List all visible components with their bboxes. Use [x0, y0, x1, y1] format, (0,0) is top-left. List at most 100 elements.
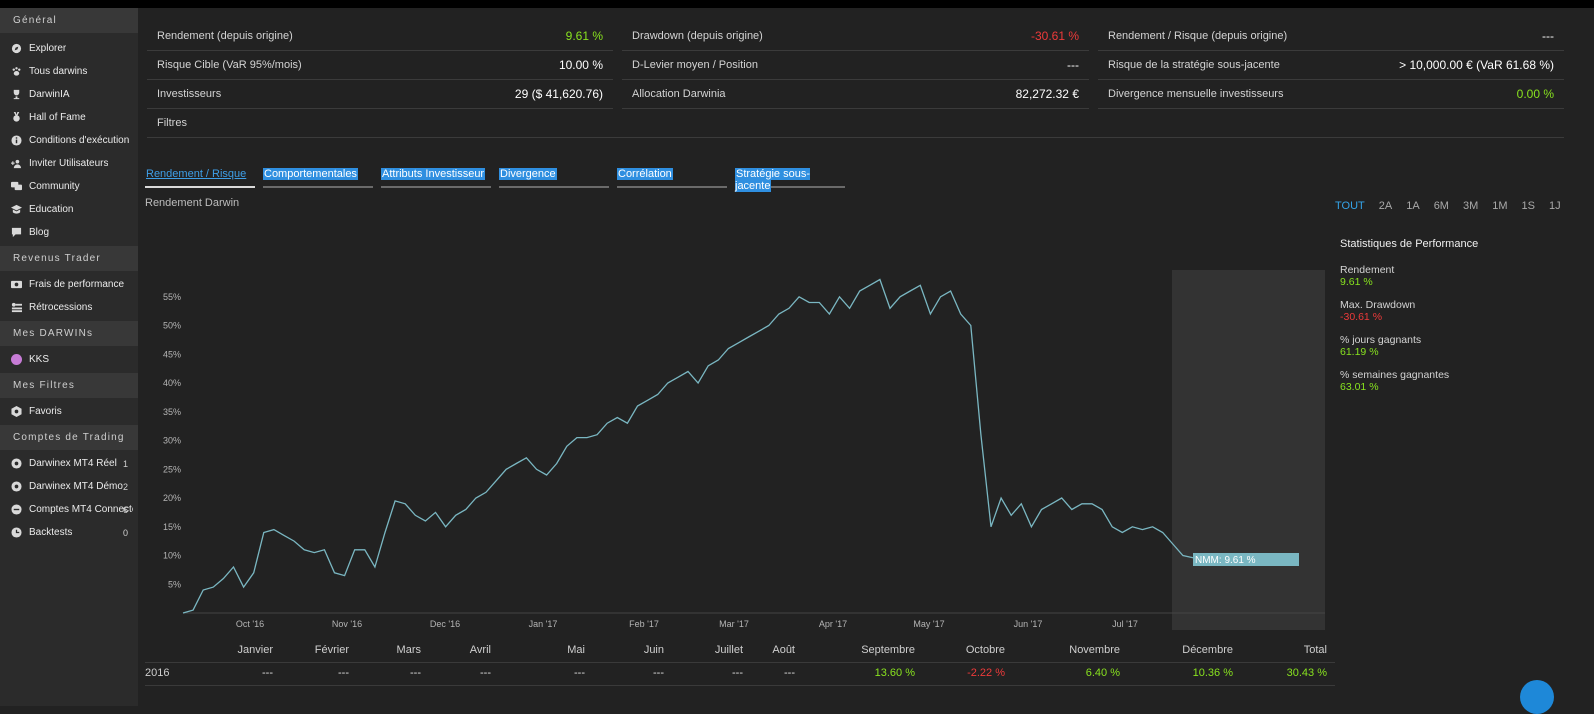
- return-line: [182, 278, 1194, 614]
- sidebar-item-blog[interactable]: Blog: [0, 221, 138, 244]
- filters-row[interactable]: Filtres: [147, 109, 1564, 138]
- sidebar-item-r-trocessions[interactable]: Rétrocessions: [0, 296, 138, 319]
- sidebar-item-label: Frais de performance: [29, 279, 125, 290]
- y-tick-label: 45%: [163, 349, 181, 359]
- range-1s[interactable]: 1S: [1521, 200, 1535, 212]
- range-6m[interactable]: 6M: [1433, 200, 1449, 212]
- sidebar-item-label: Favoris: [29, 406, 62, 417]
- sidebar-section-header: Mes DARWINs: [0, 321, 138, 346]
- main-content: Rendement (depuis origine) 9.61 % Drawdo…: [145, 8, 1594, 706]
- sidebar-item-darwinex-mt4-d-mo[interactable]: Darwinex MT4 Démo 2: [0, 475, 138, 498]
- forecast-shade: [1172, 270, 1325, 630]
- trophy-icon: [10, 89, 22, 101]
- chat-icon: [10, 181, 22, 193]
- sidebar-item-darwinia[interactable]: DarwinIA: [0, 83, 138, 106]
- kpi-value: > 10,000.00 € (VaR 61.68 %): [1399, 58, 1554, 72]
- kpi-value: ---: [1542, 29, 1554, 43]
- kpi-allocation: Allocation Darwinia 82,272.32 €: [622, 80, 1089, 109]
- sidebar-item-tous-darwins[interactable]: Tous darwins: [0, 60, 138, 83]
- kpi-label: D-Levier moyen / Position: [632, 59, 758, 71]
- stat-value: -30.61 %: [1340, 311, 1383, 323]
- tab-comportementales[interactable]: Comportementales: [263, 168, 373, 188]
- kpi-label: Allocation Darwinia: [632, 88, 726, 100]
- month-value: 30.43 %: [1286, 667, 1327, 679]
- sidebar-item-label: Hall of Fame: [29, 112, 86, 123]
- tab-strat-gie-sous-jacente[interactable]: Stratégie sous-jacente: [735, 168, 845, 192]
- sidebar-item-hall-of-fame[interactable]: Hall of Fame: [0, 106, 138, 129]
- y-tick-label: 35%: [163, 407, 181, 417]
- month-header: Avril: [469, 644, 491, 656]
- range-1a[interactable]: 1A: [1406, 200, 1420, 212]
- sidebar-item-label: Backtests: [29, 527, 73, 538]
- account-count: 2: [122, 481, 128, 492]
- month-value: ---: [480, 667, 491, 679]
- month-value: ---: [410, 667, 421, 679]
- sidebar-section-header: Mes Filtres: [0, 373, 138, 398]
- y-tick-label: 30%: [163, 436, 181, 446]
- account-count: 6: [122, 504, 128, 515]
- month-value: ---: [784, 667, 795, 679]
- y-tick-label: 50%: [163, 321, 181, 331]
- compass-icon: [10, 43, 22, 55]
- kpi-value: 82,272.32 €: [1015, 87, 1079, 101]
- info-icon: [10, 135, 22, 147]
- month-header: Mars: [396, 644, 421, 656]
- account-icon: [10, 458, 22, 470]
- y-tick-label: 40%: [163, 378, 181, 388]
- month-header: Janvier: [237, 644, 273, 656]
- stat-label: Max. Drawdown: [1340, 299, 1416, 311]
- graduation-cap-icon: [10, 204, 22, 216]
- kpi-label: Divergence mensuelle investisseurs: [1108, 88, 1284, 100]
- sidebar-item-inviter-utilisateurs[interactable]: Inviter Utilisateurs: [0, 152, 138, 175]
- sidebar-item-community[interactable]: Community: [0, 175, 138, 198]
- kpi-label: Rendement / Risque (depuis origine): [1108, 30, 1288, 42]
- month-value: ---: [262, 667, 273, 679]
- sidebar-item-kks[interactable]: KKS: [0, 348, 138, 371]
- kpi-d-levier: D-Levier moyen / Position ---: [622, 51, 1089, 80]
- kpi-label: Drawdown (depuis origine): [632, 30, 763, 42]
- tab-rendement-risque[interactable]: Rendement / Risque: [145, 168, 255, 188]
- tab-attributs-investisseur[interactable]: Attributs Investisseur: [381, 168, 491, 188]
- month-value: ---: [338, 667, 349, 679]
- range-3m[interactable]: 3M: [1462, 200, 1479, 212]
- stat-label: Rendement: [1340, 264, 1395, 276]
- x-tick-label: Nov '16: [332, 619, 362, 629]
- sidebar-item-backtests[interactable]: Backtests 0: [0, 521, 138, 544]
- kpi-divergence: Divergence mensuelle investisseurs 0.00 …: [1098, 80, 1564, 109]
- month-value: ---: [732, 667, 743, 679]
- return-chart: 5% 10% 15% 20% 25% 30% 35% 40% 45% 50% 55% Oct '16 N…: [163, 270, 1325, 630]
- range-1m[interactable]: 1M: [1492, 200, 1508, 212]
- x-tick-label: Jan '17: [529, 619, 558, 629]
- range-2a[interactable]: 2A: [1378, 200, 1393, 212]
- tab-corr-lation[interactable]: Corrélation: [617, 168, 727, 188]
- sidebar-item-explorer[interactable]: Explorer: [0, 37, 138, 60]
- y-tick-label: 55%: [163, 292, 181, 302]
- sidebar-item-label: Blog: [29, 227, 50, 238]
- sidebar-item-conditions-d-ex-cution[interactable]: Conditions d'exécution: [0, 129, 138, 152]
- paw-icon: [10, 66, 22, 78]
- kpi-value: 10.00 %: [558, 58, 603, 72]
- clock-icon: [10, 527, 22, 539]
- month-value: 6.40 %: [1085, 667, 1120, 679]
- range-tout[interactable]: TOUT: [1335, 200, 1365, 212]
- tab-divergence[interactable]: Divergence: [499, 168, 609, 188]
- sidebar-item-comptes-mt4-connect-s[interactable]: Comptes MT4 Connectés 6: [0, 498, 138, 521]
- tab-label: Stratégie sous-jacente: [735, 168, 810, 192]
- sidebar-item-darwinex-mt4-r-el[interactable]: Darwinex MT4 Réel 1: [0, 452, 138, 475]
- range-1j[interactable]: 1J: [1549, 200, 1561, 212]
- x-tick-label: Jul '17: [1112, 619, 1138, 629]
- scroll-top-button[interactable]: [1520, 680, 1554, 714]
- top-bar: [0, 0, 1594, 8]
- x-tick-label: May '17: [913, 619, 944, 629]
- filters-label[interactable]: Filtres: [157, 117, 187, 129]
- chart-title: Rendement Darwin: [145, 197, 240, 209]
- stat-label: % jours gagnants: [1340, 334, 1422, 346]
- month-header: Février: [314, 644, 349, 656]
- sidebar-item-education[interactable]: Education: [0, 198, 138, 221]
- money-icon: [10, 279, 22, 291]
- month-header: Mai: [567, 644, 585, 656]
- sidebar-item-frais-de-performance[interactable]: Frais de performance: [0, 273, 138, 296]
- months-data-row: 2016 --- --- --- --- --- --- --- --- 13.60 % -2.22…: [145, 662, 1335, 686]
- stat-label: % semaines gagnantes: [1340, 369, 1450, 381]
- sidebar-item-favoris[interactable]: Favoris: [0, 400, 138, 423]
